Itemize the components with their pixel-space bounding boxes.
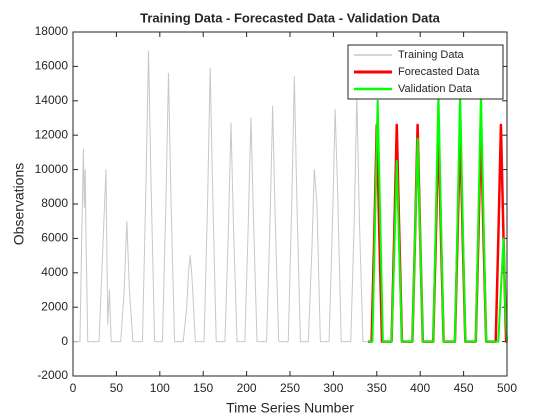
- x-tick-label: 200: [237, 381, 257, 395]
- x-tick-label: 0: [70, 381, 77, 395]
- y-tick-label: 0: [61, 334, 68, 348]
- y-tick-label: 4000: [41, 265, 68, 279]
- chart-title: Training Data - Forecasted Data - Valida…: [140, 10, 441, 25]
- x-axis-label: Time Series Number: [226, 400, 354, 416]
- x-tick-label: 100: [150, 381, 170, 395]
- y-tick-label: 6000: [41, 231, 68, 245]
- y-axis-label: Observations: [11, 163, 27, 245]
- x-tick-label: 400: [410, 381, 430, 395]
- y-tick-label: 8000: [41, 196, 68, 210]
- x-tick-label: 500: [497, 381, 517, 395]
- y-tick-label: 14000: [35, 93, 69, 107]
- legend-label: Validation Data: [398, 83, 473, 95]
- legend-label: Forecasted Data: [398, 66, 480, 78]
- x-tick-label: 350: [367, 381, 387, 395]
- x-tick-label: 150: [193, 381, 213, 395]
- plot-frame: [72, 31, 508, 377]
- y-tick-label: 16000: [35, 59, 69, 73]
- x-tick-label: 450: [454, 381, 474, 395]
- x-tick-label: 50: [110, 381, 124, 395]
- y-tick-label: 18000: [35, 24, 69, 38]
- series-line: [73, 50, 369, 343]
- y-tick-label: 2000: [41, 299, 68, 313]
- y-tick-label: -2000: [37, 368, 68, 382]
- x-tick-label: 300: [323, 381, 343, 395]
- x-tick-label: 250: [280, 381, 300, 395]
- y-tick-label: 12000: [35, 127, 69, 141]
- y-tick-label: 10000: [35, 162, 69, 176]
- legend-label: Training Data: [398, 49, 465, 61]
- series-line: [368, 91, 508, 343]
